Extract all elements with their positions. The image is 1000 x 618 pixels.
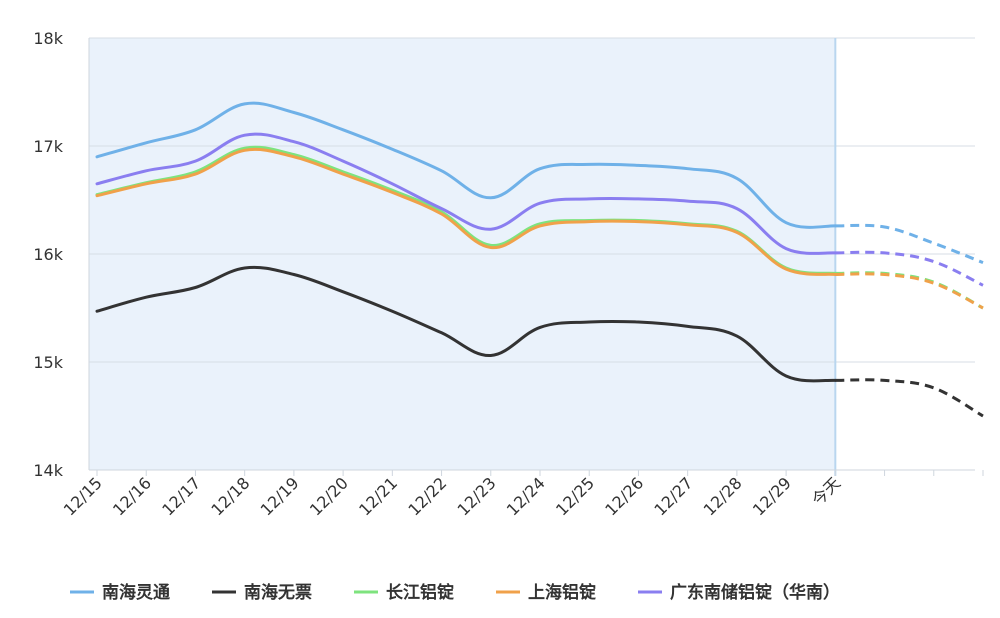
- series-line-0: [95, 101, 837, 229]
- x-tick-label: 12/28: [700, 473, 746, 519]
- legend-item-2[interactable]: 长江铝锭: [354, 582, 454, 603]
- grid-lines: [88, 37, 975, 471]
- x-tick-label: 12/19: [257, 473, 303, 519]
- series-forecast-line-1: [835, 378, 984, 418]
- legend-label: 长江铝锭: [386, 582, 454, 603]
- y-tick-label: 15k: [33, 353, 63, 372]
- legend-item-4[interactable]: 广东南储铝锭（华南）: [638, 582, 840, 603]
- x-tick-label: 12/17: [158, 473, 204, 519]
- y-tick-label: 17k: [33, 137, 63, 156]
- x-tick-label: 12/22: [404, 473, 450, 519]
- x-tick-label: 12/21: [355, 473, 401, 519]
- x-tick-label: 12/25: [552, 473, 598, 519]
- y-tick-label: 16k: [33, 245, 63, 264]
- legend-item-3[interactable]: 上海铝锭: [496, 582, 596, 603]
- legend-item-1[interactable]: 南海无票: [212, 582, 312, 603]
- legend-label: 广东南储铝锭（华南）: [670, 582, 840, 603]
- x-tick-label: 12/15: [60, 473, 106, 519]
- y-tick-label: 18k: [33, 29, 63, 48]
- y-axis-ticks: 18k 17k 16k 15k 14k: [33, 29, 63, 480]
- series-lines: [95, 101, 984, 418]
- legend-label: 上海铝锭: [528, 582, 596, 603]
- series-forecast-line-2: [835, 271, 984, 310]
- x-tick-label: 12/26: [601, 473, 647, 519]
- series-forecast-line-4: [835, 250, 984, 287]
- series-forecast-line-3: [835, 272, 984, 310]
- x-tick-label: 12/24: [503, 473, 549, 519]
- series-line-4: [95, 132, 837, 255]
- x-tick-label: 12/23: [454, 473, 500, 519]
- x-tick-label: 今天: [808, 473, 844, 509]
- x-tick-label: 12/27: [650, 473, 696, 519]
- x-axis-ticks: 12/15 12/16 12/17 12/18 12/19 12/20 12/21 12/22…: [60, 469, 984, 519]
- series-line-1: [95, 265, 837, 383]
- legend[interactable]: 南海灵通 南海无票 长江铝锭 上海铝锭 广东南储铝锭（华南）: [70, 582, 840, 603]
- legend-label: 南海灵通: [102, 582, 170, 603]
- x-tick-label: 12/16: [109, 473, 155, 519]
- legend-label: 南海无票: [244, 582, 312, 603]
- x-tick-label: 12/18: [207, 473, 253, 519]
- x-tick-label: 12/20: [306, 473, 352, 519]
- series-forecast-line-0: [835, 223, 984, 264]
- y-tick-label: 14k: [33, 461, 63, 480]
- legend-item-0[interactable]: 南海灵通: [70, 582, 170, 603]
- series-line-3: [95, 147, 837, 276]
- x-tick-label: 12/29: [749, 473, 795, 519]
